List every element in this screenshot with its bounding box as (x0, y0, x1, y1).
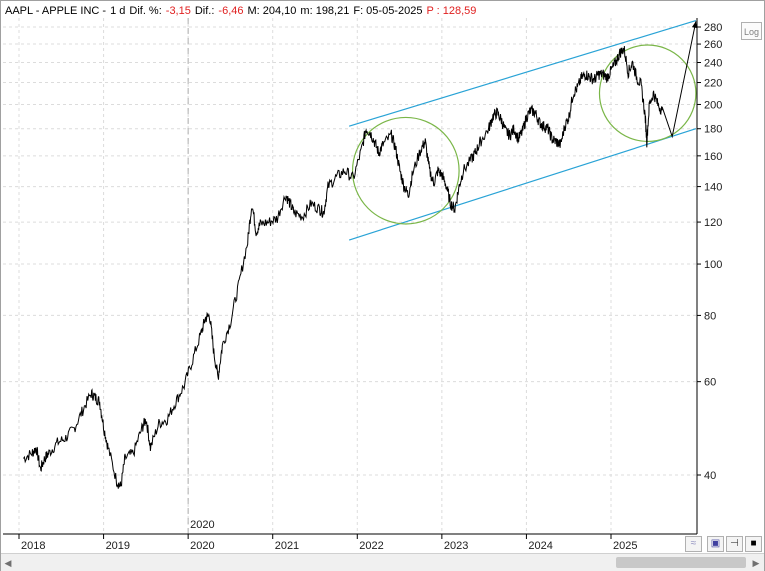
projection-line (661, 21, 697, 139)
scroll-right-icon[interactable]: ▶ (752, 558, 760, 568)
horizontal-scrollbar[interactable]: ◀ ▶ (1, 553, 764, 571)
y-tick-label: 160 (704, 151, 722, 163)
pin-icon[interactable]: ⊣ (726, 536, 743, 552)
dif-pct-label: Dif. %: (129, 5, 162, 17)
trend-channel-line (348, 128, 697, 241)
x-tick-label: 2022 (359, 540, 383, 552)
scroll-left-icon[interactable]: ◀ (4, 558, 12, 568)
x-tick-label: 2020 (190, 540, 214, 552)
save-icon[interactable]: ▣ (707, 536, 724, 552)
y-tick-label: 220 (704, 78, 722, 90)
max-label: M: 204,10 (247, 5, 297, 17)
y-tick-label: 60 (704, 377, 716, 389)
date-label: F: 05-05-2025 (353, 5, 423, 17)
symbol-label: AAPL - APPLE INC - (5, 5, 107, 17)
y-tick-label: 100 (704, 259, 722, 271)
price-chart[interactable]: 40 60 80 100 120 140 160 180 200 220 240 260 280 2018… (1, 1, 764, 553)
highlight-circle (351, 116, 460, 225)
scroll-thumb[interactable] (616, 557, 746, 568)
y-tick-label: 120 (704, 217, 722, 229)
price-series-line (23, 46, 663, 489)
x-tick-label: 2018 (21, 540, 45, 552)
y-tick-label: 180 (704, 124, 722, 136)
min-label: m: 198,21 (300, 5, 350, 17)
dif-value: -6,46 (218, 5, 244, 17)
y-tick-label: 80 (704, 310, 716, 322)
highlight-circle (598, 44, 697, 143)
y-tick-label: 280 (704, 22, 722, 34)
dif-pct-value: -3,15 (165, 5, 191, 17)
x-tick-label: 2025 (613, 540, 637, 552)
fill-square-icon[interactable]: ■ (745, 536, 762, 552)
projection-arrowhead (691, 21, 698, 29)
y-tick-label: 40 (704, 470, 716, 482)
price-label: P : 128,59 (426, 5, 477, 17)
dif-label: Dif.: (194, 5, 215, 17)
log-scale-button[interactable]: Log (741, 22, 762, 40)
y-tick-label: 200 (704, 99, 722, 111)
y-tick-label: 140 (704, 182, 722, 194)
trend-channel-line (348, 19, 697, 127)
x-tick-label: 2021 (275, 540, 299, 552)
x-tick-label: 2019 (106, 540, 130, 552)
wave-tool-icon[interactable]: ≈ (685, 536, 702, 552)
interval-label: 1 d (110, 5, 126, 17)
y-tick-label: 240 (704, 57, 722, 69)
quote-info-bar: AAPL - APPLE INC - 1 d Dif. %: -3,15 Dif… (5, 4, 480, 18)
year-marker-label: 2020 (190, 519, 214, 531)
y-tick-label: 260 (704, 39, 722, 51)
x-tick-label: 2023 (444, 540, 468, 552)
x-tick-label: 2024 (528, 540, 552, 552)
